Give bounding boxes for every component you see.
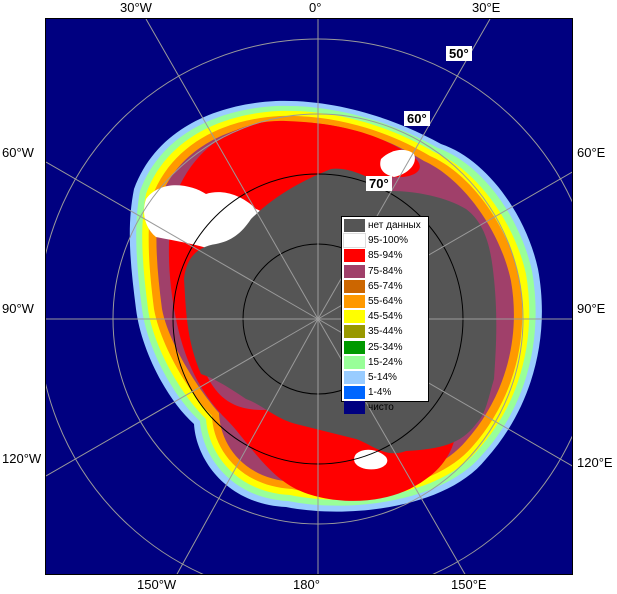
sea-ice-map: 50° 60° 70° [45, 18, 573, 575]
legend-label: 95-100% [368, 235, 409, 247]
legend-item: 85-94% [344, 248, 426, 263]
concentration-legend: нет данных 95-100% 85-94% 75-84% 65-74% 55-64… [341, 216, 429, 415]
legend-label: 55-64% [368, 296, 403, 308]
legend-label: 15-24% [368, 356, 403, 368]
legend-item: 5-14% [344, 370, 426, 385]
legend-item: 65-74% [344, 279, 426, 294]
legend-item: 55-64% [344, 294, 426, 309]
legend-item: 75-84% [344, 264, 426, 279]
legend-item: 45-54% [344, 309, 426, 324]
edge-label-180-bottom: 180° [293, 577, 320, 592]
legend-swatch [344, 355, 365, 369]
sea-ice-map-svg [46, 19, 572, 574]
legend-label: 5-14% [368, 371, 397, 383]
legend-swatch [344, 340, 365, 354]
edge-label-60w-left: 60°W [2, 145, 34, 160]
legend-label: нет данных [368, 220, 421, 232]
edge-label-120w-left: 120°W [2, 451, 42, 466]
legend-label: 35-44% [368, 326, 403, 338]
legend-swatch [344, 279, 365, 293]
legend-swatch [344, 386, 365, 400]
legend-swatch [344, 264, 365, 278]
meridian-60w [46, 161, 319, 320]
ice-white-patch-3 [380, 149, 415, 177]
legend-swatch [344, 219, 365, 233]
legend-item: чисто [344, 400, 426, 415]
edge-label-30w-top: 30°W [120, 0, 152, 15]
edge-label-150e-bottom: 150°E [451, 577, 487, 592]
legend-swatch [344, 310, 365, 324]
meridian-30w [145, 19, 319, 320]
edge-label-0-top: 0° [309, 0, 322, 15]
legend-swatch [344, 295, 365, 309]
legend-item: 15-24% [344, 355, 426, 370]
ice-white-patch-2 [354, 449, 388, 470]
legend-label: 25-34% [368, 341, 403, 353]
legend-label: 45-54% [368, 311, 403, 323]
meridian-120w [46, 318, 319, 477]
edge-label-90e-right: 90°E [577, 301, 606, 316]
legend-item: 25-34% [344, 340, 426, 355]
legend-label: 65-74% [368, 280, 403, 292]
legend-swatch [344, 249, 365, 263]
edge-label-30e-top: 30°E [472, 0, 501, 15]
legend-item: 35-44% [344, 324, 426, 339]
legend-swatch [344, 370, 365, 384]
legend-label: 75-84% [368, 265, 403, 277]
legend-item: 1-4% [344, 385, 426, 400]
edge-label-60e-right: 60°E [577, 145, 606, 160]
legend-item: 95-100% [343, 233, 426, 249]
latitude-label-70: 70° [366, 176, 392, 191]
legend-swatch [344, 401, 365, 415]
latitude-label-60: 60° [404, 111, 430, 126]
latitude-label-50: 50° [446, 46, 472, 61]
legend-label: 85-94% [368, 250, 403, 262]
edge-label-150w-bottom: 150°W [137, 577, 177, 592]
edge-label-120e-right: 120°E [577, 455, 613, 470]
legend-swatch [343, 233, 366, 249]
edge-label-90w-left: 90°W [2, 301, 34, 316]
legend-label: 1-4% [368, 387, 392, 399]
legend-swatch [344, 325, 365, 339]
legend-label: чисто [368, 402, 394, 414]
legend-item: нет данных [344, 218, 426, 233]
meridian-150w [176, 318, 319, 574]
